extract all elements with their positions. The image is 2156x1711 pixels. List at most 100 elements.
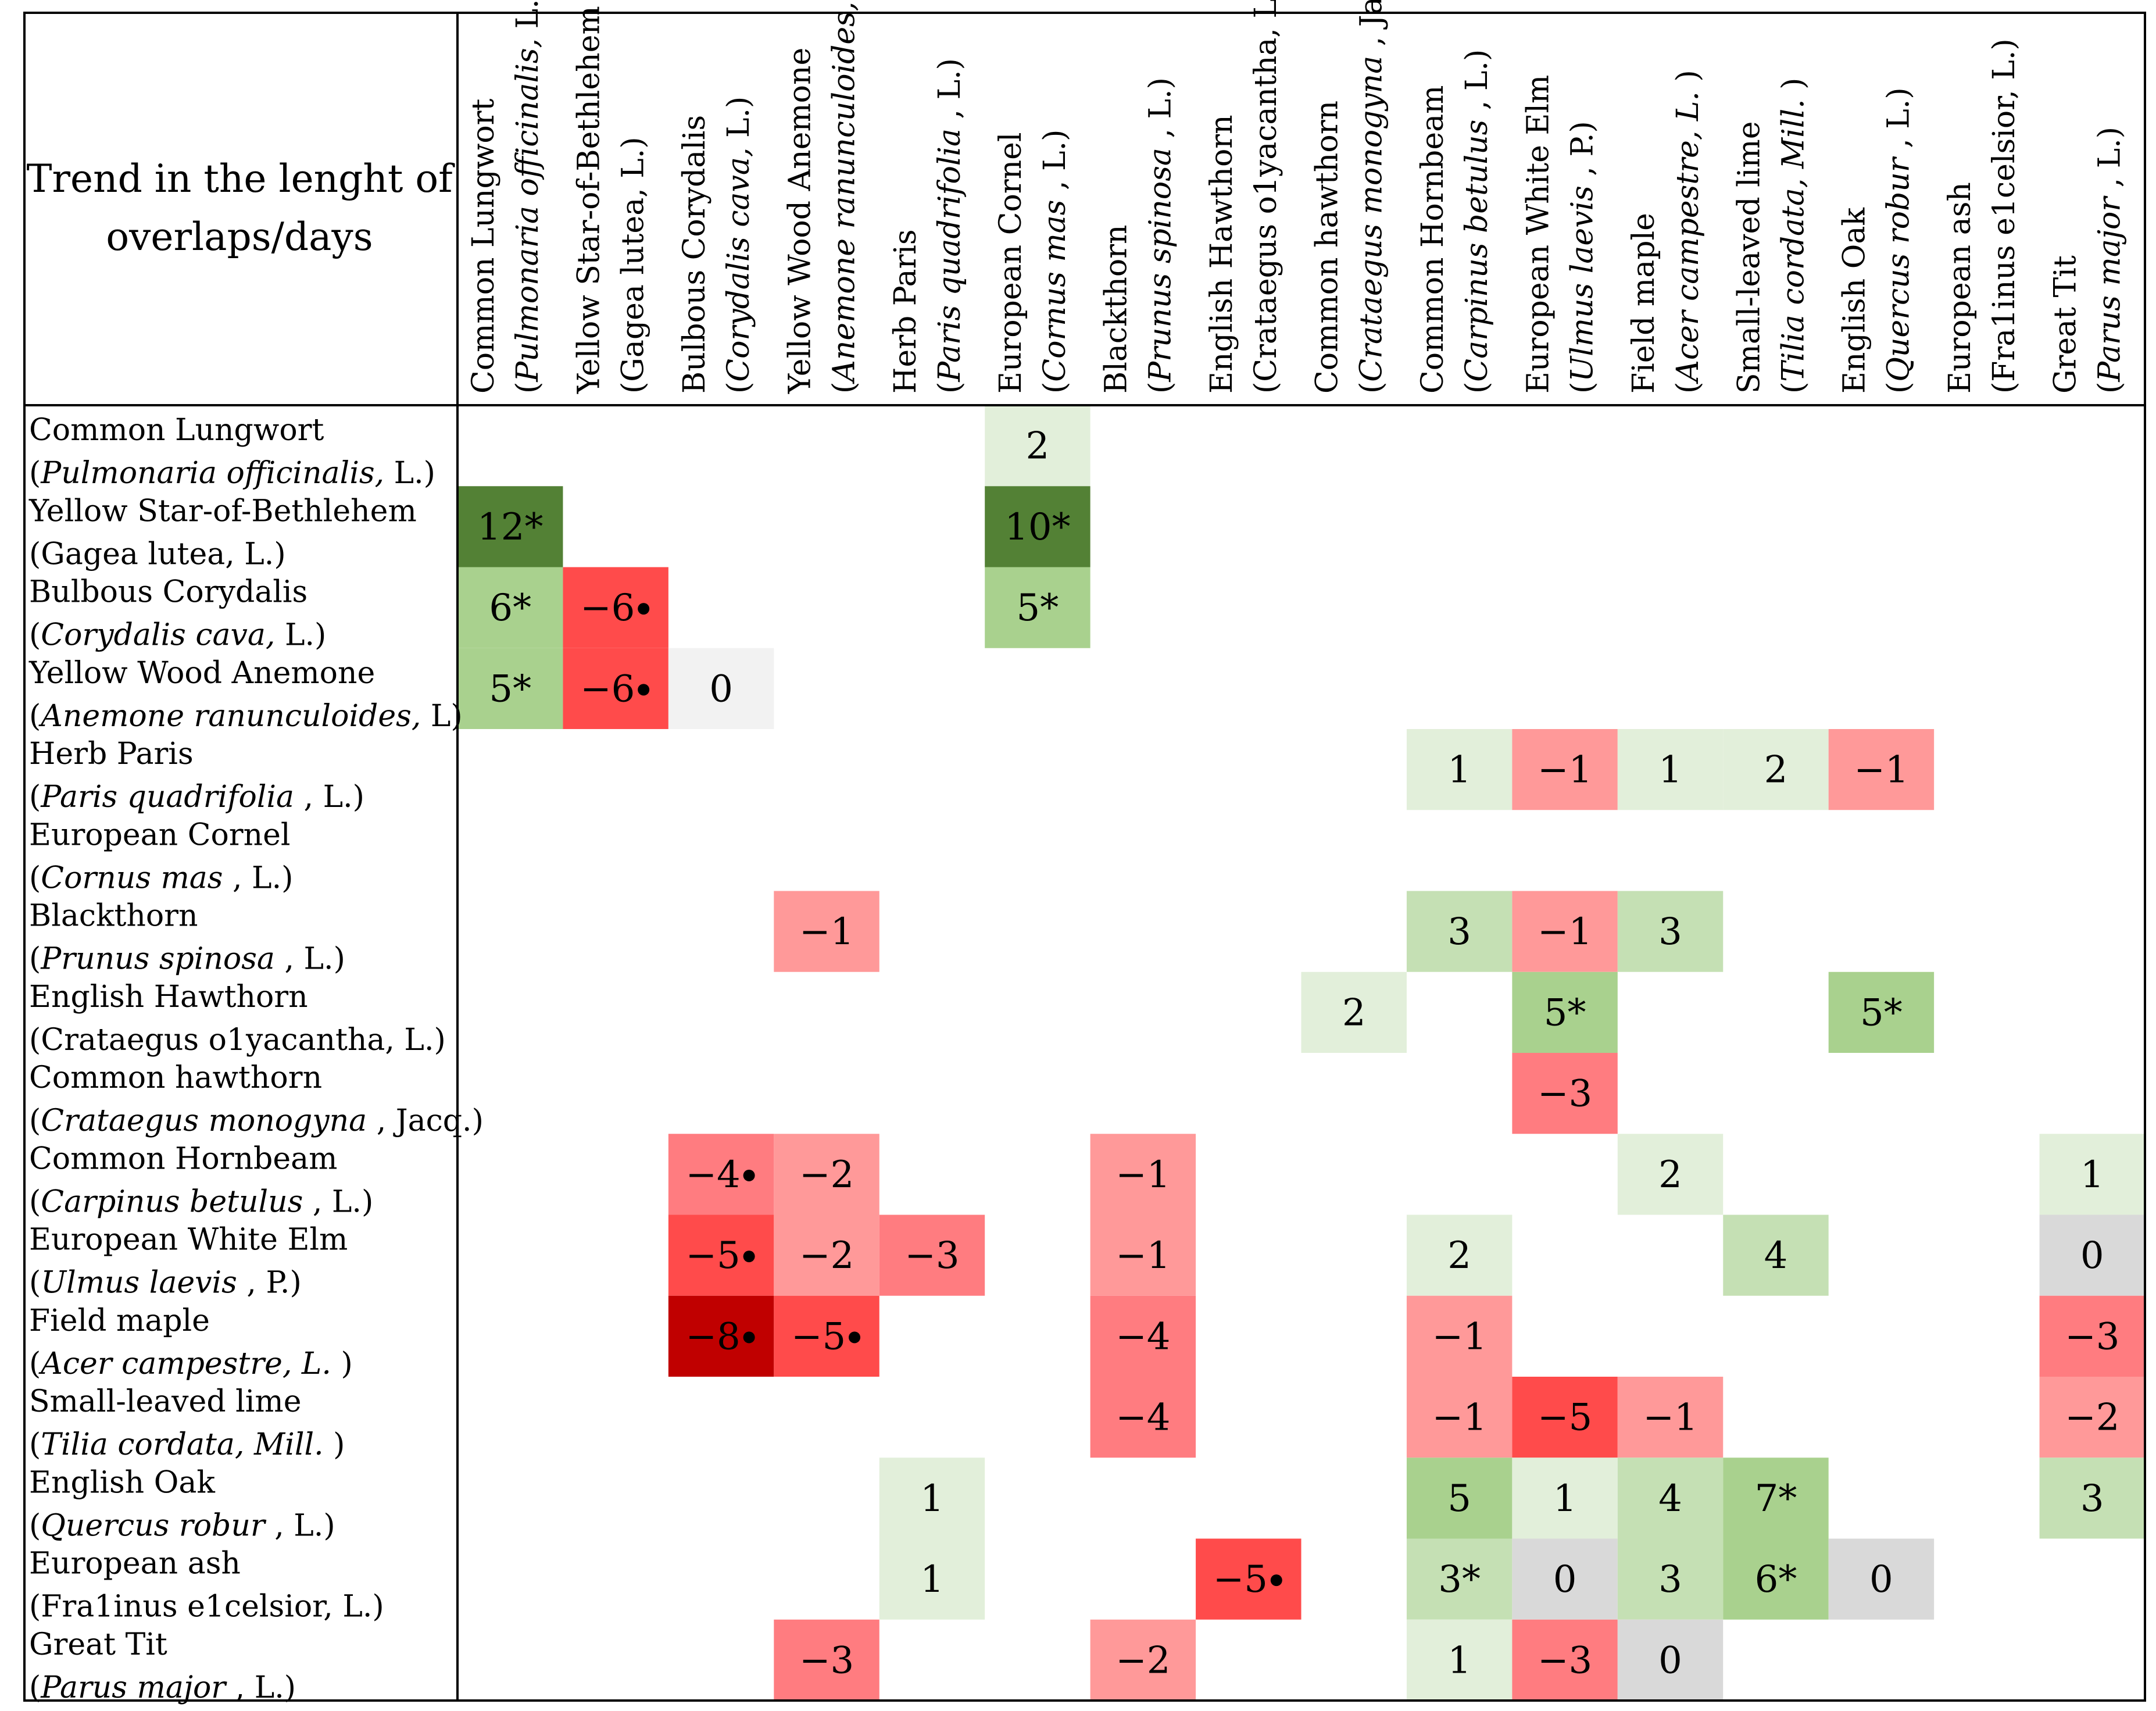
row-header-name: Great Tit — [29, 1627, 167, 1662]
cell-value-label: −2 — [799, 1234, 854, 1277]
heatmap-cell — [1196, 1538, 1302, 1620]
cell-value-label: 1 — [2080, 1153, 2104, 1196]
row-header-latin: (Anemone ranunculoides, L) — [29, 699, 463, 734]
heatmap-cell — [1406, 1538, 1513, 1620]
row-header-latin: (Cornus mas , L.) — [29, 860, 293, 895]
cell-value-label: −5 — [791, 1315, 846, 1358]
row-header-name: Small-leaved lime — [29, 1384, 301, 1419]
row-header-name: Blackthorn — [29, 899, 198, 934]
column-header-latin: (Ulmus laevis , P.) — [1565, 121, 1600, 394]
cell-value-label: 6* — [1755, 1558, 1797, 1601]
cell-value-label: −8 — [685, 1315, 740, 1358]
cell-value-label: 1 — [1553, 1477, 1577, 1520]
cell-value-label: −4 — [1115, 1315, 1170, 1358]
significance-dot-marker — [743, 1251, 755, 1263]
cell-value-label: 1 — [1447, 749, 1471, 792]
corner-title: Trend in the lenght of overlaps/days — [26, 156, 455, 259]
row-header-latin: (Pulmonaria officinalis, L.) — [29, 456, 435, 491]
row-header-latin: (Prunus spinosa , L.) — [29, 942, 345, 977]
heatmap-cell — [2039, 1458, 2145, 1539]
heatmap-cell — [1512, 1377, 1618, 1458]
heatmap-cell — [1090, 1134, 1196, 1215]
cell-value-label: 3* — [1438, 1558, 1481, 1601]
heatmap-cell — [1828, 971, 1935, 1053]
column-header-name: Common Hornbeam — [1415, 85, 1450, 394]
cell-value-label: 3 — [1447, 910, 1471, 953]
heatmap-cell — [1723, 1538, 1829, 1620]
heatmap-cell — [1617, 1538, 1724, 1620]
column-headers: Common Lungwort (Pulmonaria officinalis, … — [466, 0, 2128, 394]
heatmap-cell — [1512, 1458, 1618, 1539]
cell-value-label: 1 — [1658, 749, 1682, 792]
heatmap-cells — [457, 405, 2145, 1701]
row-header-name: Common Hornbeam — [29, 1141, 337, 1176]
cell-value-label: −6 — [580, 587, 635, 630]
heatmap-cell — [774, 1215, 879, 1296]
column-header-name: English Hawthorn — [1204, 115, 1239, 394]
cell-value-label: 2 — [1447, 1234, 1471, 1277]
heatmap-cell — [879, 1215, 985, 1296]
row-header-name: Common Lungwort — [29, 413, 324, 448]
heatmap-cell — [1828, 1538, 1935, 1620]
heatmap-cell — [1512, 891, 1618, 972]
column-header-latin: (Cornus mas , L.) — [1038, 130, 1072, 394]
column-header-latin: (Fra1inus e1celsior, L.) — [1987, 38, 2022, 394]
column-header-latin: (Acer campestre, L. ) — [1671, 70, 1706, 394]
cell-value-label: 2 — [1764, 749, 1788, 792]
heatmap-cell — [2039, 1215, 2145, 1296]
cell-value-label: 2 — [1658, 1153, 1682, 1196]
heatmap-cell — [563, 567, 668, 648]
column-header-name: Small-leaved lime — [1732, 122, 1767, 394]
row-header-name: Common hawthorn — [29, 1060, 322, 1095]
column-header-latin: (Prunus spinosa , L.) — [1143, 77, 1178, 394]
row-header-latin: (Crataegus o1yacantha, L.) — [29, 1023, 446, 1058]
cell-value-label: 0 — [1869, 1558, 1893, 1601]
heatmap-cell — [457, 567, 563, 648]
heatmap-cell — [668, 1295, 774, 1377]
row-header-name: Bulbous Corydalis — [29, 575, 308, 610]
cell-value-label: 0 — [2080, 1234, 2104, 1277]
table-grid — [23, 12, 2146, 1702]
cell-value-label: −3 — [904, 1234, 959, 1277]
cell-value-label: 7* — [1755, 1477, 1797, 1520]
column-header-name: European Cornel — [993, 132, 1028, 394]
heatmap-cell — [1090, 1619, 1196, 1701]
cell-value-label: −2 — [2065, 1396, 2119, 1439]
significance-dot-marker — [638, 684, 650, 696]
heatmap-cell — [457, 486, 563, 567]
heatmap-cell — [1406, 1619, 1513, 1701]
cell-value-label: 3 — [1658, 1558, 1682, 1601]
heatmap-cell — [1828, 729, 1935, 810]
column-header-latin: (Anemone ranunculoides, L) — [827, 0, 861, 394]
cell-value-label: −2 — [1115, 1639, 1170, 1682]
cell-value-label: −4 — [685, 1153, 740, 1196]
cell-value-label: 6* — [489, 587, 531, 630]
row-header-latin: (Ulmus laevis , P.) — [29, 1266, 302, 1301]
heatmap-cell — [774, 1619, 879, 1701]
column-header-latin: (Quercus robur , L.) — [1882, 87, 1917, 394]
cell-value-label: 2 — [1342, 991, 1366, 1034]
heatmap-cell — [1617, 1458, 1724, 1539]
heatmap-cell — [1617, 1619, 1724, 1701]
column-header-name: European ash — [1943, 182, 1978, 394]
corner-title-line-1: Trend in the lenght of — [26, 156, 455, 201]
heatmap-cell — [774, 891, 879, 972]
column-header-name: English Oak — [1837, 208, 1872, 394]
column-header-latin: (Paris quadrifolia , L.) — [932, 58, 967, 394]
row-header-latin: (Corydalis cava, L.) — [29, 618, 326, 653]
cell-value-label: −1 — [1854, 749, 1908, 792]
cell-value-label: 4 — [1658, 1477, 1682, 1520]
heatmap-cell — [1406, 729, 1513, 810]
heatmap-cell — [1090, 1295, 1196, 1377]
row-header-latin: (Parus major , L.) — [29, 1670, 296, 1705]
column-header-latin: (Gagea lutea, L.) — [616, 137, 650, 394]
heatmap-cell — [1512, 1619, 1618, 1701]
cell-value-label: −1 — [1115, 1234, 1170, 1277]
row-header-latin: (Tilia cordata, Mill. ) — [29, 1427, 345, 1462]
cell-value-label: 2 — [1026, 425, 1050, 468]
cell-value-label: 1 — [920, 1477, 944, 1520]
significance-dot-marker — [743, 1169, 755, 1181]
row-header-name: European White Elm — [29, 1223, 348, 1258]
heatmap-cell — [668, 1134, 774, 1215]
heatmap-cell — [879, 1538, 985, 1620]
